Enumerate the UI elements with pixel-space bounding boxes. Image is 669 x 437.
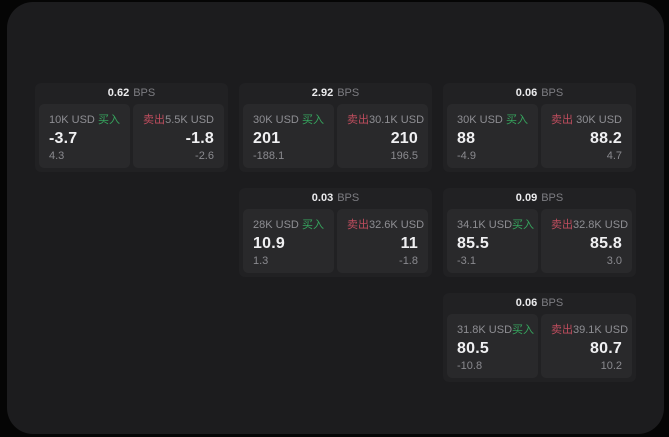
buy-side-label: 买入 <box>506 114 528 126</box>
quote-card: 0.03 BPS 28K USD 买入 10.9 1.3 卖出 32.6K US… <box>239 188 432 277</box>
sell-side-label: 卖出 <box>143 114 165 126</box>
sell-notional: 32.8K USD <box>573 219 629 231</box>
buy-quote-tile[interactable]: 30K USD 买入 88 -4.9 <box>447 104 538 168</box>
card-header: 0.62 BPS <box>39 83 224 104</box>
bps-value: 2.92 <box>311 87 334 99</box>
app-window: 0.62 BPS 10K USD 买入 -3.7 4.3 卖出 5.5K USD <box>7 2 664 434</box>
sell-sub-value: 3.0 <box>606 255 622 267</box>
quote-card: 0.62 BPS 10K USD 买入 -3.7 4.3 卖出 5.5K USD <box>35 83 228 172</box>
sell-price: 210 <box>390 129 418 147</box>
sell-price: 11 <box>400 234 418 252</box>
buy-notional: 10K USD <box>49 114 95 126</box>
bps-value: 0.03 <box>311 192 334 204</box>
quote-panels: 30K USD 买入 88 -4.9 卖出 30K USD 88.2 4.7 <box>447 104 632 168</box>
sell-side-label: 卖出 <box>551 114 573 126</box>
card-header: 0.09 BPS <box>447 188 632 209</box>
sell-notional: 30.1K USD <box>369 114 425 126</box>
quote-card: 2.92 BPS 30K USD 买入 201 -188.1 卖出 30.1K … <box>239 83 432 172</box>
buy-side-label: 买入 <box>512 219 535 231</box>
sell-notional: 39.1K USD <box>573 324 629 336</box>
bps-unit: BPS <box>541 192 564 204</box>
buy-sub-value: -188.1 <box>253 150 285 162</box>
quote-panels: 34.1K USD 买入 85.5 -3.1 卖出 32.8K USD 85.8… <box>447 209 632 273</box>
bps-value: 0.62 <box>107 87 130 99</box>
quote-panels: 31.8K USD 买入 80.5 -10.8 卖出 39.1K USD 80.… <box>447 314 632 378</box>
buy-sub-value: 4.3 <box>49 150 65 162</box>
buy-notional: 28K USD <box>253 219 299 231</box>
sell-quote-tile[interactable]: 卖出 32.8K USD 85.8 3.0 <box>541 209 632 273</box>
buy-price: 80.5 <box>457 339 489 357</box>
bps-unit: BPS <box>133 87 156 99</box>
card-header: 0.03 BPS <box>243 188 428 209</box>
sell-notional: 5.5K USD <box>165 114 214 126</box>
buy-sub-value: 1.3 <box>253 255 269 267</box>
sell-side-label: 卖出 <box>551 219 573 231</box>
buy-quote-tile[interactable]: 10K USD 买入 -3.7 4.3 <box>39 104 130 168</box>
sell-side-label: 卖出 <box>347 114 369 126</box>
sell-sub-value: 196.5 <box>390 150 418 162</box>
quote-card: 0.09 BPS 34.1K USD 买入 85.5 -3.1 卖出 32.8K… <box>443 188 636 277</box>
buy-price: -3.7 <box>49 129 78 147</box>
card-header: 2.92 BPS <box>243 83 428 104</box>
quote-card-grid: 0.62 BPS 10K USD 买入 -3.7 4.3 卖出 5.5K USD <box>35 83 636 382</box>
buy-notional: 31.8K USD <box>457 324 513 336</box>
buy-price: 85.5 <box>457 234 489 252</box>
sell-price: 85.8 <box>590 234 622 252</box>
buy-side-label: 买入 <box>302 114 324 126</box>
buy-side-label: 买入 <box>98 114 120 126</box>
sell-notional: 30K USD <box>576 114 622 126</box>
sell-notional: 32.6K USD <box>369 219 425 231</box>
buy-notional: 34.1K USD <box>457 219 513 231</box>
bps-unit: BPS <box>337 87 360 99</box>
buy-quote-tile[interactable]: 34.1K USD 买入 85.5 -3.1 <box>447 209 538 273</box>
buy-price: 201 <box>253 129 281 147</box>
sell-quote-tile[interactable]: 卖出 5.5K USD -1.8 -2.6 <box>133 104 224 168</box>
buy-notional: 30K USD <box>253 114 299 126</box>
sell-price: -1.8 <box>185 129 214 147</box>
buy-side-label: 买入 <box>302 219 324 231</box>
buy-side-label: 买入 <box>512 324 535 336</box>
sell-sub-value: 10.2 <box>600 360 622 372</box>
quote-card: 0.06 BPS 30K USD 买入 88 -4.9 卖出 30K USD <box>443 83 636 172</box>
bps-unit: BPS <box>541 87 564 99</box>
bps-value: 0.09 <box>515 192 538 204</box>
sell-price: 88.2 <box>590 129 622 147</box>
sell-quote-tile[interactable]: 卖出 30.1K USD 210 196.5 <box>337 104 428 168</box>
buy-price: 10.9 <box>253 234 285 252</box>
quote-panels: 30K USD 买入 201 -188.1 卖出 30.1K USD 210 1… <box>243 104 428 168</box>
sell-quote-tile[interactable]: 卖出 30K USD 88.2 4.7 <box>541 104 632 168</box>
buy-quote-tile[interactable]: 28K USD 买入 10.9 1.3 <box>243 209 334 273</box>
quote-card: 0.06 BPS 31.8K USD 买入 80.5 -10.8 卖出 39.1… <box>443 293 636 382</box>
sell-side-label: 卖出 <box>551 324 573 336</box>
sell-sub-value: -2.6 <box>195 150 214 162</box>
buy-notional: 30K USD <box>457 114 503 126</box>
sell-price: 80.7 <box>590 339 622 357</box>
bps-value: 0.06 <box>515 87 538 99</box>
buy-quote-tile[interactable]: 30K USD 买入 201 -188.1 <box>243 104 334 168</box>
quote-panels: 10K USD 买入 -3.7 4.3 卖出 5.5K USD -1.8 -2.… <box>39 104 224 168</box>
buy-price: 88 <box>457 129 476 147</box>
buy-quote-tile[interactable]: 31.8K USD 买入 80.5 -10.8 <box>447 314 538 378</box>
card-header: 0.06 BPS <box>447 83 632 104</box>
bps-value: 0.06 <box>515 297 538 309</box>
buy-sub-value: -4.9 <box>457 150 476 162</box>
sell-quote-tile[interactable]: 卖出 32.6K USD 11 -1.8 <box>337 209 428 273</box>
card-header: 0.06 BPS <box>447 293 632 314</box>
buy-sub-value: -10.8 <box>457 360 483 372</box>
sell-quote-tile[interactable]: 卖出 39.1K USD 80.7 10.2 <box>541 314 632 378</box>
sell-sub-value: 4.7 <box>606 150 622 162</box>
sell-sub-value: -1.8 <box>399 255 418 267</box>
bps-unit: BPS <box>337 192 360 204</box>
bps-unit: BPS <box>541 297 564 309</box>
sell-side-label: 卖出 <box>347 219 369 231</box>
quote-panels: 28K USD 买入 10.9 1.3 卖出 32.6K USD 11 -1.8 <box>243 209 428 273</box>
buy-sub-value: -3.1 <box>457 255 476 267</box>
